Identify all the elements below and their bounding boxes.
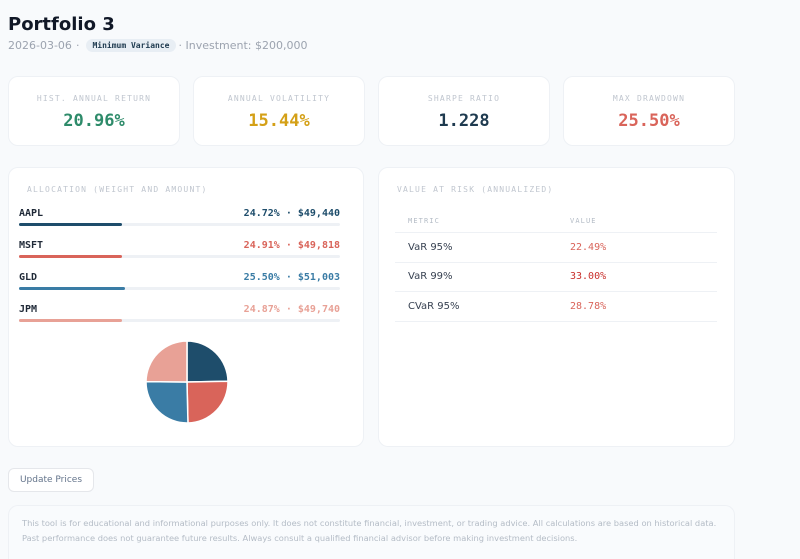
var-metric-value: 28.78%: [570, 300, 607, 312]
metric-value: 20.96%: [63, 111, 125, 131]
allocation-bar-track: [19, 287, 340, 290]
allocation-ticker: AAPL: [19, 208, 44, 219]
allocation-ticker: MSFT: [19, 240, 44, 251]
allocation-bar-track: [19, 255, 340, 258]
allocation-row-jpm: JPM 24.87% · $49,740: [19, 304, 340, 334]
var-table-header: METRIC VALUE: [395, 209, 717, 233]
var-header-value: VALUE: [570, 216, 597, 225]
metric-value: 1.228: [438, 111, 490, 131]
metric-label: ANNUAL VOLATILITY: [227, 94, 331, 103]
page-title: Portfolio 3: [8, 14, 115, 35]
metric-label: SHARPE RATIO: [427, 94, 501, 103]
metric-value: 15.44%: [248, 111, 310, 131]
allocation-amount: 24.72% · $49,440: [243, 208, 340, 219]
var-header-metric: METRIC: [408, 216, 440, 225]
allocation-bar-track: [19, 223, 340, 226]
allocation-ticker: GLD: [19, 272, 38, 283]
var-metric-value: 22.49%: [570, 241, 607, 253]
metric-card-annual-volatility: ANNUAL VOLATILITY 15.44%: [193, 76, 365, 146]
metric-card-annual-return: HIST. ANNUAL RETURN 20.96%: [8, 76, 180, 146]
var-card: [378, 167, 735, 447]
pie-slice-gld: [145, 380, 189, 424]
allocation-bar-fill: [19, 223, 122, 226]
disclaimer-text: This tool is for educational and informa…: [8, 505, 735, 559]
metric-card-max-drawdown: MAX DRAWDOWN 25.50%: [563, 76, 735, 146]
allocation-bar-track: [19, 319, 340, 322]
strategy-badge: Minimum Variance: [86, 39, 176, 52]
portfolio-subtitle: 2026-03-06 · Minimum Variance · Investme…: [8, 39, 308, 52]
var-metric-name: VaR 95%: [408, 241, 453, 253]
allocation-section-label: ALLOCATION (WEIGHT AND AMOUNT): [27, 185, 208, 194]
investment-amount: · Investment: $200,000: [178, 39, 308, 52]
pie-slice-msft: [186, 380, 229, 424]
metric-value: 25.50%: [618, 111, 680, 131]
var-metric-value: 33.00%: [570, 271, 607, 283]
metric-label: MAX DRAWDOWN: [612, 94, 686, 103]
pie-slice-jpm: [145, 340, 188, 383]
var-section-label: VALUE AT RISK (ANNUALIZED): [397, 185, 554, 194]
allocation-amount: 24.91% · $49,818: [243, 240, 340, 251]
pie-slice-aapl: [186, 340, 229, 383]
var-metric-name: VaR 99%: [408, 271, 453, 283]
portfolio-date: 2026-03-06: [8, 39, 72, 52]
allocation-ticker: JPM: [19, 304, 38, 315]
subtitle-separator: ·: [75, 39, 80, 52]
allocation-row-aapl: AAPL 24.72% · $49,440: [19, 208, 340, 238]
table-row: CVaR 95% 28.78%: [395, 292, 717, 322]
allocation-row-gld: GLD 25.50% · $51,003: [19, 272, 340, 302]
metric-label: HIST. ANNUAL RETURN: [36, 94, 152, 103]
allocation-bar-fill: [19, 287, 125, 290]
metric-card-sharpe-ratio: SHARPE RATIO 1.228: [378, 76, 550, 146]
table-row: VaR 95% 22.49%: [395, 233, 717, 263]
allocation-bar-fill: [19, 319, 123, 322]
var-table: METRIC VALUE VaR 95% 22.49% VaR 99% 33.0…: [395, 209, 717, 322]
allocation-pie-chart: [145, 340, 229, 424]
table-row: VaR 99% 33.00%: [395, 263, 717, 292]
allocation-bar-fill: [19, 255, 123, 258]
allocation-amount: 24.87% · $49,740: [243, 304, 340, 315]
allocation-row-msft: MSFT 24.91% · $49,818: [19, 240, 340, 270]
allocation-amount: 25.50% · $51,003: [243, 272, 340, 283]
update-prices-button[interactable]: Update Prices: [8, 468, 94, 492]
var-metric-name: CVaR 95%: [408, 300, 460, 312]
